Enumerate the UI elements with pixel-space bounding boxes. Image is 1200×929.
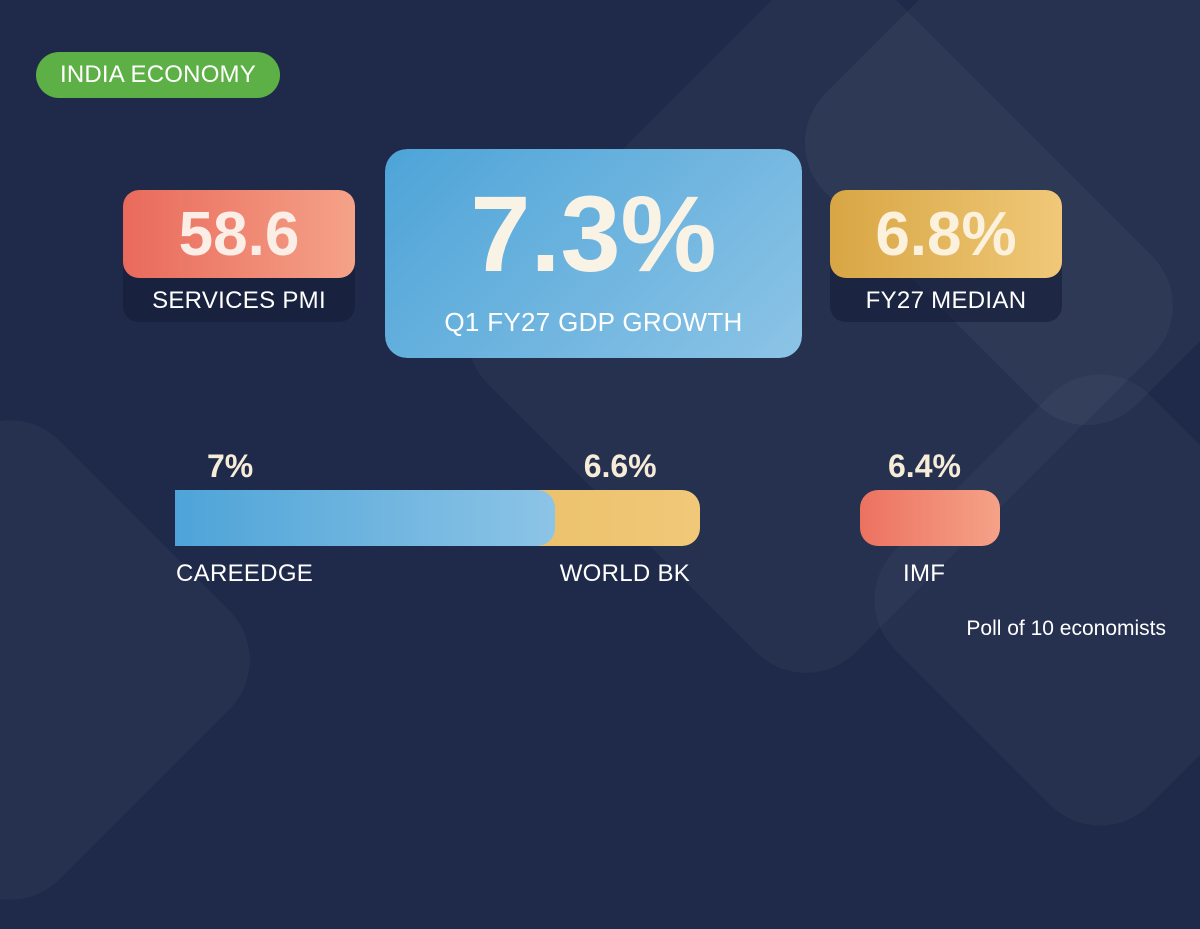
bar-label-imf: IMF (903, 560, 946, 587)
bar-value-careedge: 7% (207, 448, 254, 484)
fy27-median-value: 6.8% (830, 190, 1062, 278)
background-shape (845, 345, 1200, 854)
gdp-growth-label: Q1 FY27 GDP GROWTH (444, 307, 743, 337)
gdp-growth-value: 7.3% (385, 149, 802, 358)
bar-value-world-bk: 6.6% (583, 448, 657, 484)
services-pmi-value: 58.6 (123, 190, 355, 278)
section-tag: INDIA ECONOMY (36, 52, 280, 98)
services-pmi-label: SERVICES PMI (152, 287, 326, 314)
bar-value-imf: 6.4% (888, 448, 961, 484)
services-pmi-card: 58.6 SERVICES PMI (123, 190, 355, 322)
bar-label-careedge: CAREEDGE (176, 560, 314, 587)
fy27-median-card: 6.8% FY27 MEDIAN (830, 190, 1062, 322)
fy27-median-label: FY27 MEDIAN (865, 287, 1027, 314)
bar-imf (860, 490, 1001, 546)
bar-careedge (175, 490, 556, 546)
footnote: Poll of 10 economists (966, 617, 1166, 640)
bar-label-world-bk: WORLD BK (559, 560, 691, 587)
gdp-growth-card: 7.3% Q1 FY27 GDP GROWTH (385, 149, 802, 358)
